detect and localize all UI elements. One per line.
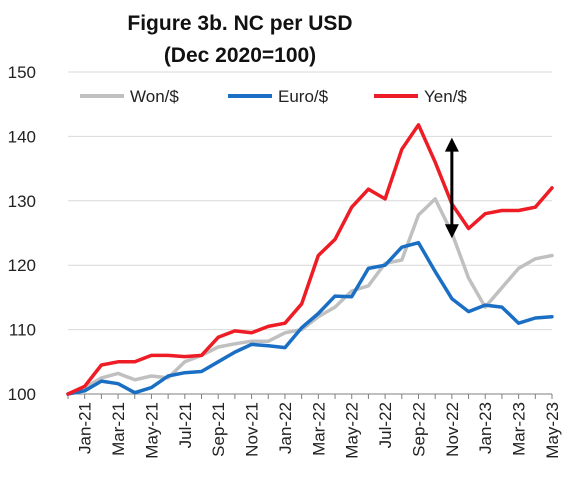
legend-label-0: Won/$ [130,87,179,106]
x-tick-label-Sep-22: Sep-22 [409,402,428,457]
x-tick-label-Jul-21: Jul-21 [176,402,195,448]
x-tick-label-Mar-23: Mar-23 [510,402,529,456]
legend-label-1: Euro/$ [278,87,329,106]
series-line-0 [66,197,554,396]
x-tick-label-Jan-21: Jan-21 [76,402,95,454]
legend-label-2: Yen/$ [424,87,467,106]
x-tick-label-May-21: May-21 [142,402,161,459]
x-tick-label-Nov-21: Nov-21 [243,402,262,457]
x-tick-label-Mar-21: Mar-21 [109,402,128,456]
x-tick-label-Jul-22: Jul-22 [376,402,395,448]
chart-title: Figure 3b. NC per USD [127,12,352,35]
x-tick-label-May-23: May-23 [543,402,562,459]
series-lines [66,123,554,396]
series-line-1 [66,240,554,396]
y-tick-label-130: 130 [8,192,36,211]
x-tick-label-Mar-22: Mar-22 [309,402,328,456]
x-axis: Jan-21 Mar-21 May-21 Jul-21 Sep-21 Nov-21 Jan-… [67,393,562,459]
annotations [444,137,459,239]
x-tick-label-Jan-23: Jan-23 [476,402,495,454]
double-arrow-0 [444,137,459,239]
series-line-2 [66,123,554,396]
x-tick-label-Nov-22: Nov-22 [443,402,462,457]
x-tick-label-Sep-21: Sep-21 [209,402,228,457]
y-tick-label-100: 100 [8,385,36,404]
y-tick-label-110: 110 [9,321,36,340]
arrow-head-top [444,137,459,152]
y-axis: 100 110 120 130 140 150 [8,63,36,404]
legend: Won/$ Euro/$ Yen/$ [80,87,467,106]
y-tick-label-140: 140 [8,127,36,146]
y-tick-label-120: 120 [8,256,36,275]
x-tick-label-May-22: May-22 [343,402,362,459]
chart-subtitle: (Dec 2020=100) [164,44,316,67]
grid-lines [68,71,552,331]
y-tick-label-150: 150 [8,63,36,82]
arrow-head-bottom [444,224,459,239]
x-tick-label-Jan-22: Jan-22 [276,402,295,454]
